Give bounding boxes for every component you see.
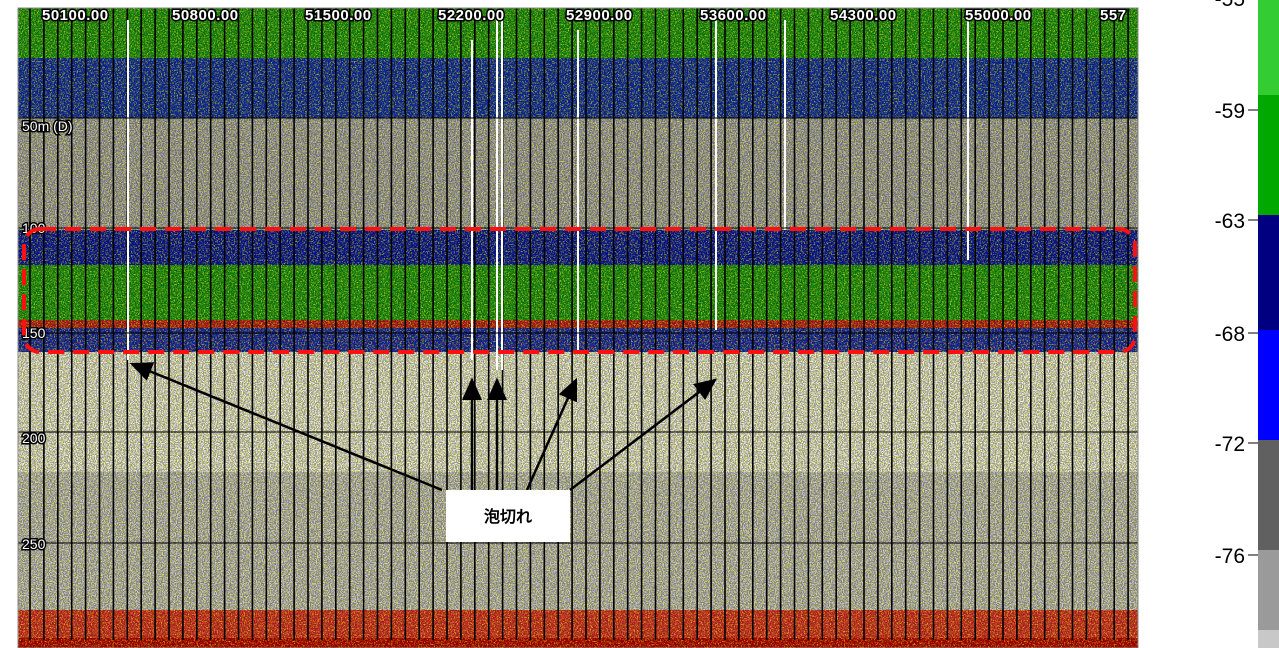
ping-label: 52900.00	[566, 7, 633, 24]
color-scale: -55 -59 -63 -68 -72 -76	[1215, 0, 1258, 568]
color-step	[1258, 0, 1279, 95]
scale-label: -55	[1215, 0, 1245, 11]
color-step	[1258, 440, 1279, 550]
echogram-screen: 50100.00 50800.00 51500.00 52200.00 5290…	[0, 0, 1279, 648]
color-step	[1258, 550, 1279, 630]
annotation: 泡切れ	[484, 507, 532, 526]
depth-label: 200	[22, 430, 46, 446]
scale-label: -76	[1215, 545, 1245, 568]
ping-label: 51500.00	[305, 7, 372, 24]
color-step	[1258, 95, 1279, 215]
ping-label: 53600.00	[700, 7, 767, 24]
depth-label: 250	[22, 536, 46, 552]
color-step	[1258, 215, 1279, 330]
color-step	[1258, 630, 1279, 648]
echogram	[18, 8, 1138, 648]
scale-label: -63	[1215, 210, 1245, 233]
scale-label: -59	[1215, 100, 1245, 123]
scale-label: -72	[1215, 433, 1245, 456]
color-bar	[1258, 0, 1279, 648]
page: {"ping_labels": ["50100.00", "50800.00",…	[0, 0, 1279, 648]
ping-label: 54300.00	[830, 7, 897, 24]
ping-label: 55000.00	[965, 7, 1032, 24]
ping-label: 50100.00	[42, 7, 109, 24]
ping-label: 50800.00	[172, 7, 239, 24]
scale-label: -68	[1215, 323, 1245, 346]
ping-label: 557	[1100, 7, 1127, 24]
color-step	[1258, 330, 1279, 440]
depth-label: 50m (D)	[22, 118, 73, 134]
ping-label: 52200.00	[438, 7, 505, 24]
